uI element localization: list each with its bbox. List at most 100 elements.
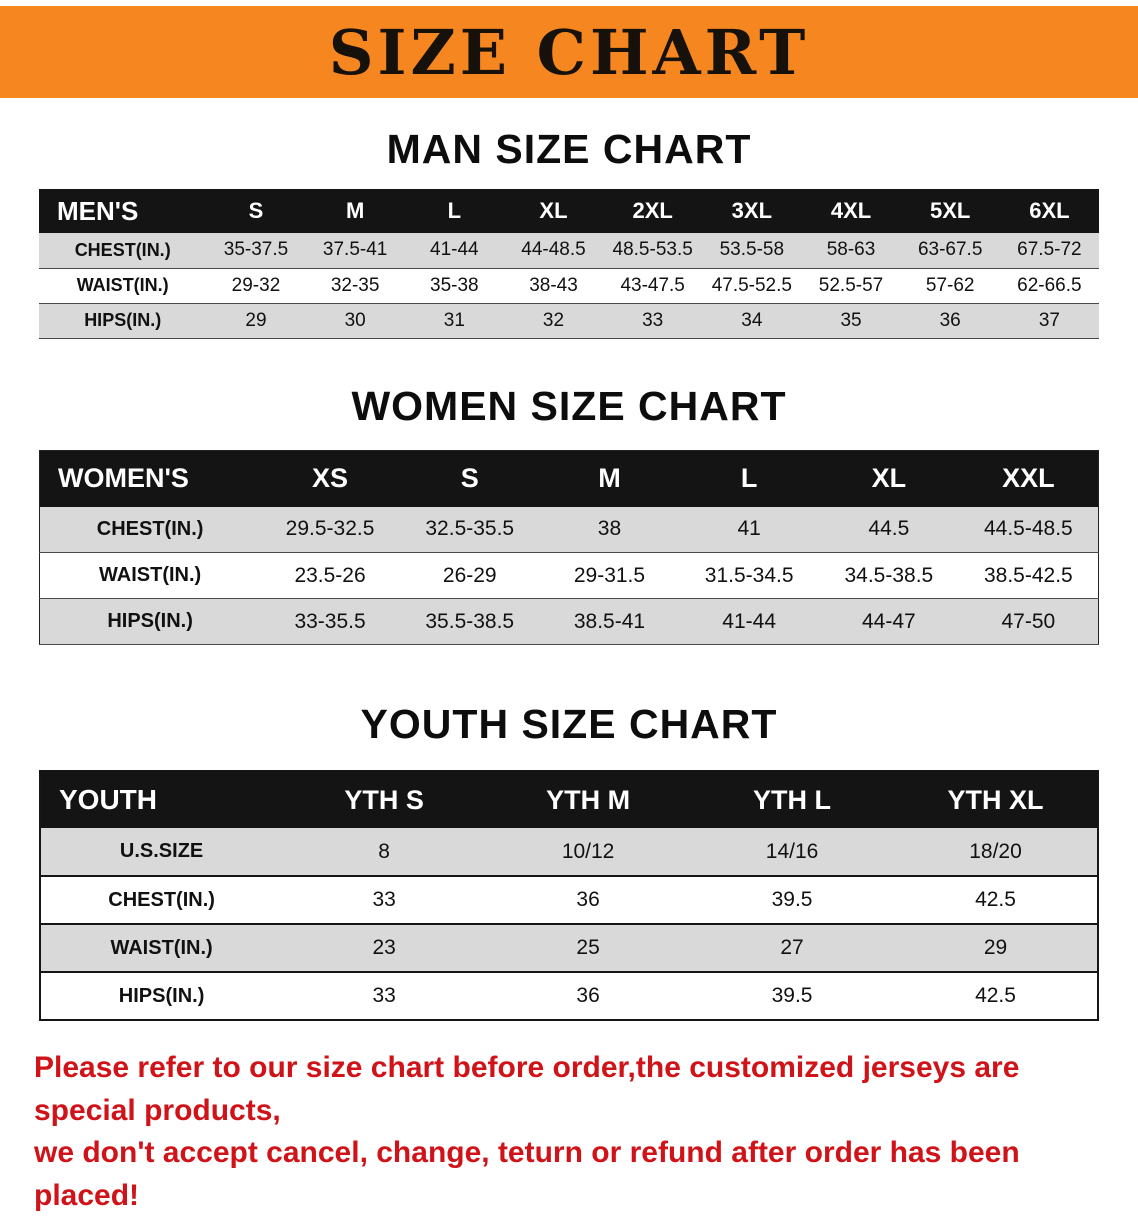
size-value: 41-44 <box>679 598 820 645</box>
size-column-header: M <box>305 189 405 233</box>
size-column-header: 2XL <box>603 189 703 233</box>
size-column-header: 4XL <box>801 189 901 233</box>
size-value: 35.5-38.5 <box>399 598 540 645</box>
size-value: 44.5-48.5 <box>958 506 1099 553</box>
size-value: 52.5-57 <box>801 268 901 304</box>
size-column-header: M <box>539 450 680 507</box>
youth-size-table: YOUTH YTH S YTH M YTH L YTH XL U.S.SIZE 8 10/1… <box>39 770 1099 1021</box>
size-value: 23 <box>282 924 487 973</box>
size-column-header: S <box>399 450 540 507</box>
size-value: 42.5 <box>894 972 1098 1021</box>
size-column-header: L <box>679 450 820 507</box>
size-value: 39.5 <box>690 972 895 1021</box>
women-table-body: CHEST(IN.) 29.5-32.5 32.5-35.5 38 41 44.5 44.5… <box>39 506 1099 645</box>
row-label: HIPS(IN.) <box>40 972 283 1021</box>
table-corner-label: YOUTH <box>40 771 283 828</box>
men-size-section: MAN SIZE CHART MEN'S S M L XL 2XL 3XL 4XL 5XL 6XL… <box>0 126 1138 339</box>
size-value: 34 <box>702 303 802 339</box>
size-column-header: 3XL <box>702 189 802 233</box>
size-value: 48.5-53.5 <box>603 233 703 269</box>
size-value: 25 <box>486 924 691 973</box>
size-value: 23.5-26 <box>260 552 400 599</box>
size-value: 31.5-34.5 <box>679 552 820 599</box>
size-value: 35 <box>801 303 901 339</box>
size-value: 33 <box>282 972 487 1021</box>
notice-line-1: Please refer to our size chart before or… <box>34 1051 1020 1127</box>
size-column-header: 6XL <box>999 189 1099 233</box>
women-table-header-row: WOMEN'S XS S M L XL XXL <box>39 450 1099 507</box>
row-label: CHEST(IN.) <box>40 876 283 925</box>
size-value: 38.5-42.5 <box>958 552 1099 599</box>
size-value: 32-35 <box>305 268 405 304</box>
banner-title: SIZE CHART <box>328 15 810 89</box>
size-column-header: XS <box>260 450 400 507</box>
size-value: 36 <box>486 972 691 1021</box>
row-label: CHEST(IN.) <box>39 233 207 269</box>
banner: SIZE CHART <box>0 6 1138 98</box>
row-label: HIPS(IN.) <box>39 303 207 339</box>
size-value: 26-29 <box>399 552 540 599</box>
size-column-header: XL <box>503 189 604 233</box>
size-column-header: YTH M <box>486 771 691 828</box>
size-table-row: U.S.SIZE 8 10/12 14/16 18/20 <box>40 828 1098 877</box>
size-value: 35-37.5 <box>206 233 306 269</box>
size-value: 67.5-72 <box>999 233 1099 269</box>
size-value: 8 <box>282 828 487 877</box>
size-value: 47-50 <box>958 598 1099 645</box>
men-table-body: CHEST(IN.) 35-37.5 37.5-41 41-44 44-48.5 48.5… <box>39 233 1099 339</box>
size-value: 37 <box>999 303 1099 339</box>
table-corner-label: WOMEN'S <box>39 450 261 507</box>
size-value: 33 <box>603 303 703 339</box>
size-value: 30 <box>305 303 405 339</box>
size-value: 41 <box>679 506 820 553</box>
size-value: 34.5-38.5 <box>819 552 959 599</box>
footer-notice: Please refer to our size chart before or… <box>34 1047 1104 1217</box>
size-value: 27 <box>690 924 895 973</box>
size-value: 36 <box>486 876 691 925</box>
size-value: 44.5 <box>819 506 959 553</box>
women-size-section: WOMEN SIZE CHART WOMEN'S XS S M L XL XXL CHEST… <box>0 383 1138 645</box>
size-value: 29.5-32.5 <box>260 506 400 553</box>
size-value: 42.5 <box>894 876 1098 925</box>
size-column-header: XL <box>819 450 959 507</box>
size-value: 36 <box>900 303 1000 339</box>
size-column-header: YTH L <box>690 771 895 828</box>
size-value: 32.5-35.5 <box>399 506 540 553</box>
row-label: CHEST(IN.) <box>39 506 261 553</box>
size-value: 38 <box>539 506 680 553</box>
size-value: 32 <box>503 303 604 339</box>
size-column-header: YTH XL <box>894 771 1098 828</box>
size-value: 33 <box>282 876 487 925</box>
row-label: U.S.SIZE <box>40 828 283 877</box>
size-value: 29-31.5 <box>539 552 680 599</box>
row-label: WAIST(IN.) <box>40 924 283 973</box>
size-value: 47.5-52.5 <box>702 268 802 304</box>
size-table-row: WAIST(IN.) 23.5-26 26-29 29-31.5 31.5-34.5 34… <box>39 552 1099 599</box>
row-label: HIPS(IN.) <box>39 598 261 645</box>
size-value: 14/16 <box>690 828 895 877</box>
men-size-table: MEN'S S M L XL 2XL 3XL 4XL 5XL 6XL CHEST(IN.) 35-3… <box>39 189 1099 339</box>
size-value: 37.5-41 <box>305 233 405 269</box>
size-value: 18/20 <box>894 828 1098 877</box>
size-value: 39.5 <box>690 876 895 925</box>
men-section-title: MAN SIZE CHART <box>386 126 752 172</box>
youth-section-title: YOUTH SIZE CHART <box>360 701 778 747</box>
size-table-row: CHEST(IN.) 33 36 39.5 42.5 <box>40 876 1098 925</box>
youth-size-section: YOUTH SIZE CHART YOUTH YTH S YTH M YTH L YTH… <box>0 701 1138 1021</box>
size-table-row: WAIST(IN.) 29-32 32-35 35-38 38-43 43-47.5 47.… <box>39 268 1099 304</box>
size-table-row: CHEST(IN.) 35-37.5 37.5-41 41-44 44-48.5 48.5… <box>39 233 1099 269</box>
size-value: 44-48.5 <box>503 233 604 269</box>
size-value: 38.5-41 <box>539 598 680 645</box>
youth-table-body: U.S.SIZE 8 10/12 14/16 18/20 CHEST(IN.) 33 36 39… <box>40 828 1098 1021</box>
size-value: 57-62 <box>900 268 1000 304</box>
row-label: WAIST(IN.) <box>39 552 261 599</box>
size-column-header: XXL <box>958 450 1099 507</box>
size-value: 29 <box>206 303 306 339</box>
size-table-row: HIPS(IN.) 33-35.5 35.5-38.5 38.5-41 41-44 44-… <box>39 598 1099 645</box>
women-size-table: WOMEN'S XS S M L XL XXL CHEST(IN.) 29.5-32.5 32.… <box>39 449 1099 645</box>
notice-line-2: we don't accept cancel, change, teturn o… <box>34 1136 1020 1212</box>
size-value: 38-43 <box>503 268 604 304</box>
size-table-row: HIPS(IN.) 29 30 31 32 33 34 35 36 37 <box>39 303 1099 339</box>
table-corner-label: MEN'S <box>39 189 207 233</box>
